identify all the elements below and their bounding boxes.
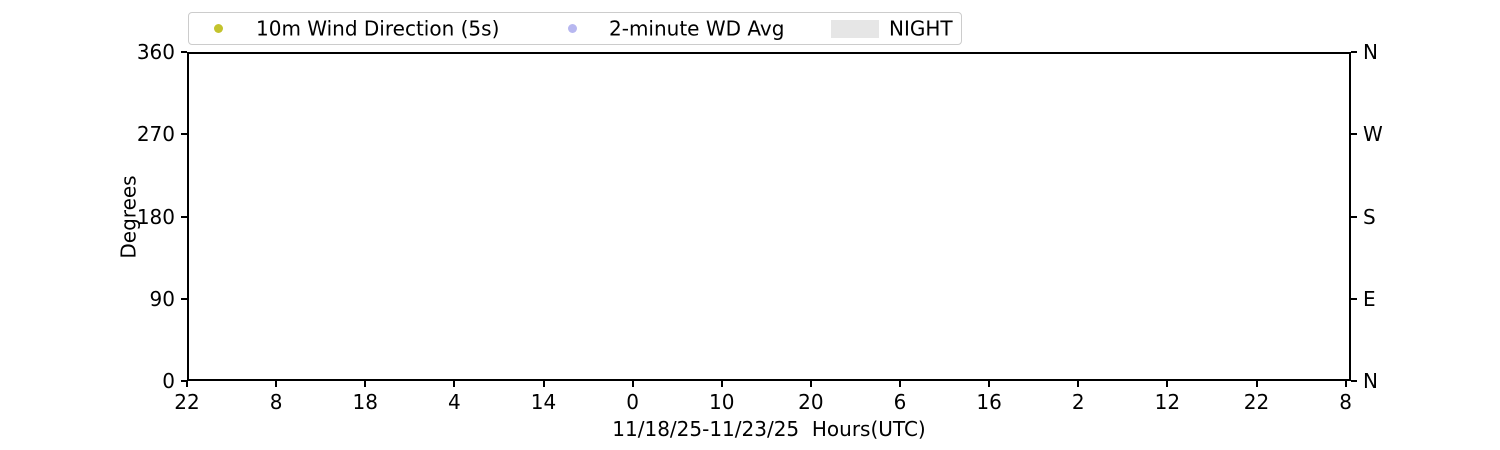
- x-tick-mark: [1166, 381, 1169, 387]
- x-tick-mark: [809, 381, 812, 387]
- x-tick-label: 12: [1154, 390, 1181, 414]
- x-tick-mark: [453, 381, 456, 387]
- x-tick-mark: [899, 381, 902, 387]
- y-right-tick-mark: [1351, 297, 1357, 300]
- x-axis-label: 11/18/25-11/23/25 Hours(UTC): [612, 417, 926, 441]
- x-tick-label: 20: [798, 390, 824, 414]
- compass-tick-label: N: [1363, 40, 1378, 64]
- legend-label-wd-avg: 2-minute WD Avg: [609, 16, 785, 41]
- y-tick-label: 90: [149, 286, 175, 311]
- x-tick-label: 2: [1071, 390, 1085, 414]
- y-right-tick-mark: [1351, 380, 1357, 382]
- compass-tick-label: S: [1363, 204, 1376, 229]
- x-tick-mark: [631, 381, 634, 387]
- x-tick-label: 4: [448, 390, 461, 414]
- x-tick-mark: [186, 381, 188, 387]
- y-axis-label: Degrees: [116, 174, 141, 259]
- legend-label-wind-direction-5s: 10m Wind Direction (5s): [256, 16, 500, 41]
- y-tick-label: 0: [162, 369, 175, 393]
- compass-tick-label: E: [1363, 286, 1376, 311]
- x-tick-label: 22: [174, 390, 200, 414]
- x-tick-label: 18: [352, 390, 378, 414]
- x-tick-label: 8: [269, 390, 283, 414]
- x-tick-mark: [275, 381, 278, 387]
- wd-avg-marker-icon: [567, 24, 577, 33]
- y-right-tick-mark: [1351, 51, 1357, 53]
- night-patch-icon: [831, 19, 879, 38]
- x-tick-mark: [542, 381, 545, 387]
- legend-label-night: NIGHT: [889, 16, 953, 41]
- x-tick-mark: [364, 381, 367, 387]
- x-tick-mark: [720, 381, 723, 387]
- y-right-tick-mark: [1351, 133, 1357, 136]
- y-tick-label: 270: [136, 122, 175, 147]
- x-tick-label: 16: [976, 390, 1002, 414]
- plot-frame: [187, 52, 1351, 381]
- x-tick-label: 22: [1243, 390, 1270, 414]
- x-tick-label: 8: [1339, 390, 1353, 414]
- x-tick-label: 6: [893, 390, 907, 414]
- x-tick-mark: [1077, 381, 1080, 387]
- compass-tick-label: N: [1363, 369, 1378, 393]
- y-right-tick-mark: [1351, 215, 1357, 218]
- x-tick-label: 0: [626, 390, 639, 414]
- x-tick-label: 10: [709, 390, 735, 414]
- x-tick-mark: [988, 381, 991, 387]
- compass-tick-label: W: [1363, 122, 1383, 147]
- y-tick-label: 360: [136, 40, 175, 64]
- wind-direction-5s-marker-icon: [213, 24, 223, 33]
- legend: 10m Wind Direction (5s) 2-minute WD Avg …: [188, 12, 962, 45]
- x-tick-mark: [1255, 381, 1258, 387]
- x-tick-mark: [1344, 381, 1347, 387]
- x-tick-label: 14: [530, 390, 557, 414]
